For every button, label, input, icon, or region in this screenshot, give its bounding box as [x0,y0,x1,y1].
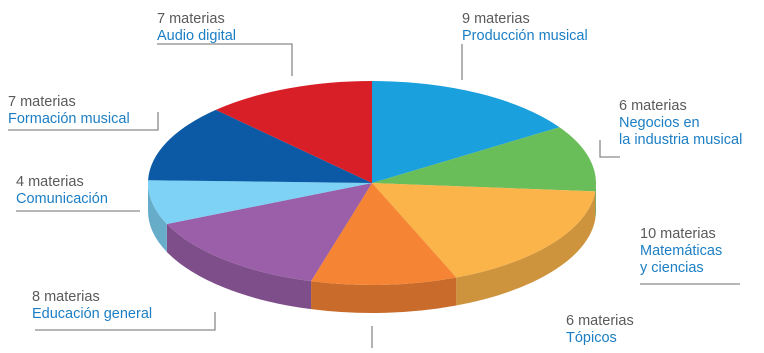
count-educacion-general: 8 materias [32,289,100,305]
label-topicos: 6 materias Tópicos [566,313,634,347]
label-comunicacion: 4 materias Comunicación [16,174,108,208]
slice-formacion-musical [148,109,372,183]
count-audio-digital: 7 materias [157,11,225,27]
slice-topicos [311,183,457,286]
slice-produccion-musical [372,81,560,183]
count-formacion-musical: 7 materias [8,94,76,110]
side-matematicas-y-ciencias [456,191,596,306]
side-educacion-general [166,223,312,310]
label-matematicas: 10 materias Matemáticas y ciencias [640,226,722,277]
leader-negocios [599,140,620,158]
name-negocios-line2: la industria musical [619,132,743,148]
side-topicos [311,277,457,313]
name-formacion-musical: Formación musical [8,111,130,127]
leader-educacion-general [35,312,216,331]
name-audio-digital: Audio digital [157,28,236,44]
side-comunicacion [148,183,167,252]
count-comunicacion: 4 materias [16,174,84,190]
label-produccion-musical: 9 materias Producción musical [462,11,588,45]
label-educacion-general: 8 materias Educación general [32,289,152,323]
slice-audio-digital [215,81,372,183]
label-formacion-musical: 7 materias Formación musical [8,94,130,128]
side-negocios-en-la-industria-musical [595,183,596,220]
pie-sides [148,183,596,313]
name-negocios-line1: Negocios en [619,115,700,131]
label-negocios: 6 materias Negocios en la industria musi… [619,98,742,149]
slice-negocios-en-la-industria-musical [372,127,596,192]
count-negocios: 6 materias [619,98,687,114]
slice-comunicacion [147,180,372,224]
name-matematicas-line2: y ciencias [640,260,704,276]
count-topicos: 6 materias [566,313,634,329]
count-matematicas: 10 materias [640,226,716,242]
name-comunicacion: Comunicación [16,191,108,207]
name-topicos: Tópicos [566,330,617,346]
leader-lines [8,43,740,348]
leader-audio-digital [157,43,293,76]
pie-top [147,81,596,286]
count-produccion-musical: 9 materias [462,11,530,27]
name-matematicas-line1: Matemáticas [640,243,723,259]
label-audio-digital: 7 materias Audio digital [157,11,236,45]
slice-educacion-general [166,183,372,282]
slice-matematicas-y-ciencias [372,183,596,278]
name-educacion-general: Educación general [32,306,153,322]
leader-formacion-musical [8,112,159,131]
name-produccion-musical: Producción musical [462,28,588,44]
